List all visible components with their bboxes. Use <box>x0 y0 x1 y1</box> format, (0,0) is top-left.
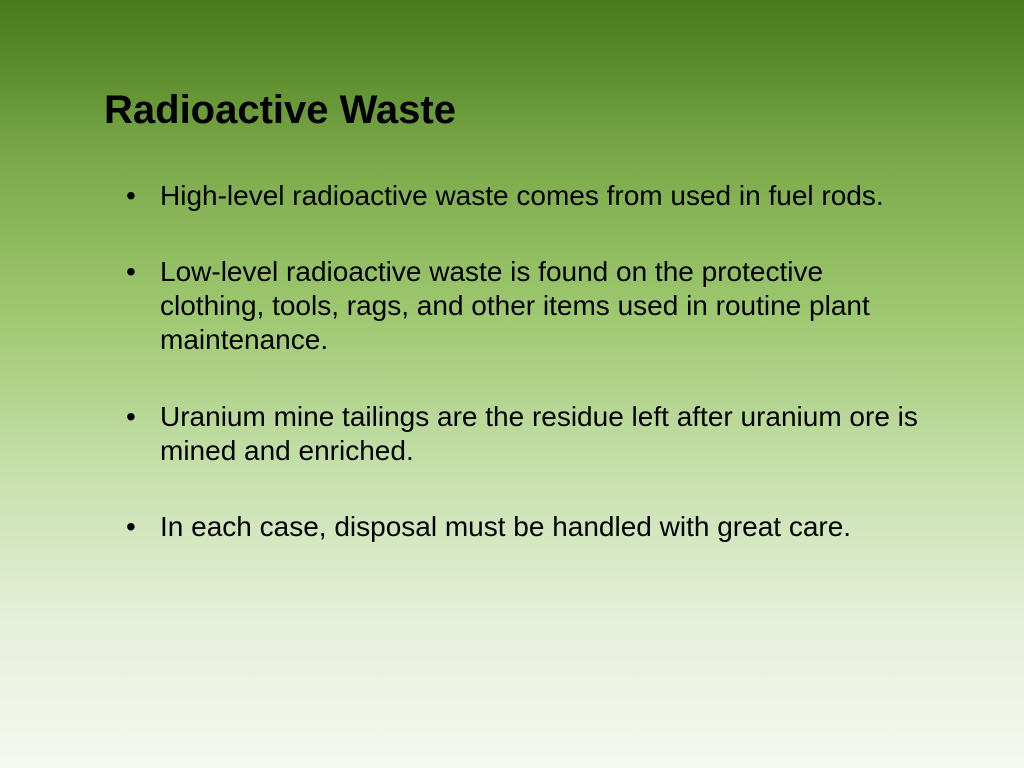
bullet-item: In each case, disposal must be handled w… <box>126 510 920 544</box>
bullet-item: Uranium mine tailings are the residue le… <box>126 400 920 468</box>
bullet-item: High-level radioactive waste comes from … <box>126 179 920 213</box>
bullet-list: High-level radioactive waste comes from … <box>104 179 920 544</box>
slide-title: Radioactive Waste <box>104 88 920 133</box>
slide: Radioactive Waste High-level radioactive… <box>0 0 1024 768</box>
bullet-item: Low-level radioactive waste is found on … <box>126 255 920 357</box>
